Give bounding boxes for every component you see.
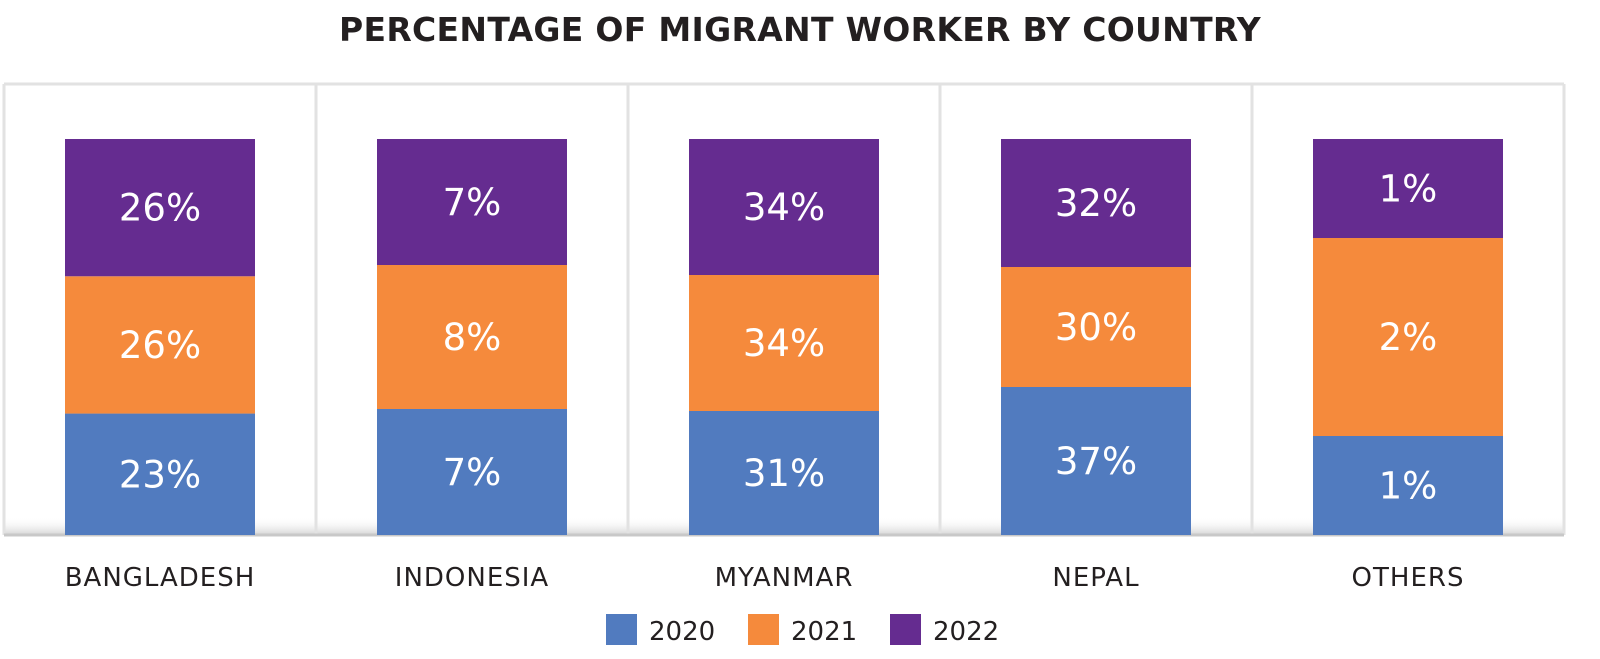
chart-title: PERCENTAGE OF MIGRANT WORKER BY COUNTRY <box>339 10 1261 49</box>
bar-segment-myanmar-2021 <box>689 275 879 411</box>
legend-swatch-2022 <box>890 614 921 645</box>
data-label-bangladesh-2020: 23% <box>119 453 201 496</box>
data-label-indonesia-2022: 7% <box>443 181 502 224</box>
x-tick-label-indonesia: INDONESIA <box>395 563 549 593</box>
legend-label-2022: 2022 <box>933 617 999 647</box>
data-label-bangladesh-2022: 26% <box>119 187 201 230</box>
data-label-myanmar-2022: 34% <box>743 186 825 229</box>
data-label-indonesia-2020: 7% <box>443 451 502 494</box>
data-label-others-2020: 1% <box>1379 465 1438 508</box>
bar-segment-nepal-2020 <box>1001 387 1191 535</box>
data-label-indonesia-2021: 8% <box>443 316 502 359</box>
legend: 2020 2021 2022 <box>606 614 999 647</box>
bar-segment-bangladesh-2020 <box>65 413 255 535</box>
x-tick-label-others: OTHERS <box>1352 563 1465 593</box>
x-axis-labels: BANGLADESH INDONESIA MYANMAR NEPAL OTHERS <box>65 563 1465 593</box>
x-tick-label-nepal: NEPAL <box>1052 563 1139 593</box>
bar-segment-indonesia-2021 <box>377 265 567 409</box>
data-label-nepal-2022: 32% <box>1055 182 1137 225</box>
bar-segment-others-2022 <box>1313 139 1503 238</box>
bars-layer: 23% 26% 26% 7% 8% 7% 31% 34% 34% 37% 30% 32% 1% 2% 1% <box>65 139 1503 535</box>
bar-segment-nepal-2021 <box>1001 267 1191 387</box>
legend-label-2021: 2021 <box>791 617 857 647</box>
data-label-others-2022: 1% <box>1379 168 1438 211</box>
bar-segment-nepal-2022 <box>1001 139 1191 267</box>
data-label-myanmar-2020: 31% <box>743 452 825 495</box>
legend-swatch-2021 <box>748 614 779 645</box>
bar-segment-indonesia-2022 <box>377 139 567 265</box>
data-label-bangladesh-2021: 26% <box>119 324 201 367</box>
legend-label-2020: 2020 <box>649 617 715 647</box>
bar-segment-indonesia-2020 <box>377 409 567 535</box>
data-label-others-2021: 2% <box>1379 316 1438 359</box>
bar-segment-myanmar-2022 <box>689 139 879 275</box>
bar-segment-others-2021 <box>1313 238 1503 436</box>
bar-segment-others-2020 <box>1313 436 1503 535</box>
bar-segment-myanmar-2020 <box>689 411 879 535</box>
legend-swatch-2020 <box>606 614 637 645</box>
bar-segment-bangladesh-2021 <box>65 276 255 414</box>
bar-segment-bangladesh-2022 <box>65 139 255 277</box>
data-label-nepal-2021: 30% <box>1055 306 1137 349</box>
data-label-nepal-2020: 37% <box>1055 440 1137 483</box>
x-tick-label-myanmar: MYANMAR <box>715 563 854 593</box>
data-label-myanmar-2021: 34% <box>743 322 825 365</box>
x-tick-label-bangladesh: BANGLADESH <box>65 563 256 593</box>
